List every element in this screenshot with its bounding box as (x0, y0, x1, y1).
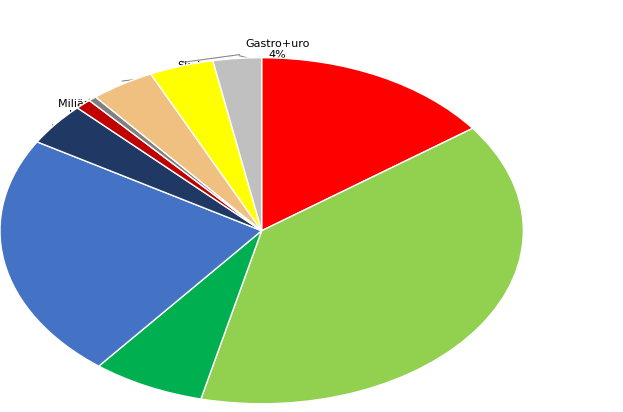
Text: Lunga
odl
neg
7%: Lunga odl neg 7% (151, 333, 189, 377)
Text: Lunga
direktpositiv
15%: Lunga direktpositiv 15% (299, 114, 378, 147)
Text: Miliär (utan
lungTB)
0%: Miliär (utan lungTB) 0% (59, 99, 122, 132)
Text: Lymfkörtlar
23%: Lymfkörtlar 23% (71, 239, 143, 260)
Text: Gastro+uro
4%: Gastro+uro 4% (183, 39, 310, 62)
Text: Skelett
4%: Skelett 4% (122, 61, 216, 83)
Text: Annat
3%: Annat 3% (239, 56, 356, 93)
Text: Pleura
4%: Pleura 4% (52, 124, 108, 223)
Text: Lunga
dirketnegativ/odl pos
39%: Lunga dirketnegativ/odl pos 39% (326, 272, 459, 305)
Text: CNS (utan lungTB)
1%: CNS (utan lungTB) 1% (7, 104, 111, 250)
